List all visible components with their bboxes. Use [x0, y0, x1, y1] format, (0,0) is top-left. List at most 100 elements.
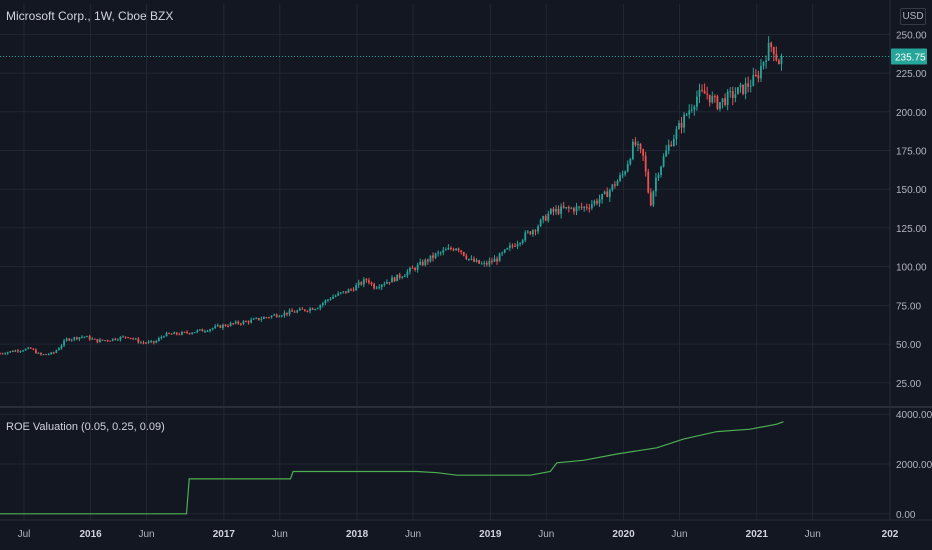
candle-up	[229, 323, 232, 327]
candle-up	[342, 291, 345, 293]
candle-up	[696, 96, 698, 107]
candle-down	[132, 338, 135, 340]
candle-up	[242, 321, 245, 324]
candle-up	[631, 141, 634, 160]
candle-up	[222, 324, 224, 328]
price-axis-label: 225.00	[896, 69, 927, 80]
candle-up	[252, 318, 255, 320]
candle-up	[375, 287, 378, 289]
candle-up	[329, 298, 332, 300]
candle-up	[6, 352, 9, 354]
candle-up	[385, 281, 388, 284]
candle-up	[547, 213, 550, 221]
chart-title: Microsoft Corp., 1W, Cboe BZX	[6, 9, 174, 23]
candle-up	[683, 114, 686, 128]
candle-up	[122, 336, 124, 338]
candle-up	[191, 332, 194, 334]
time-axis-label: 2016	[79, 529, 102, 540]
candle-down	[52, 352, 55, 354]
candle-down	[291, 310, 293, 312]
time-axis-label: 2020	[612, 529, 635, 540]
price-axis-label: 50.00	[896, 340, 921, 351]
candle-up	[437, 252, 440, 254]
candle-down	[124, 336, 127, 338]
candle-down	[634, 141, 637, 146]
candle-down	[742, 84, 744, 94]
candle-up	[155, 340, 158, 343]
candle-up	[22, 350, 24, 352]
candle-up	[319, 305, 322, 309]
candle-down	[647, 171, 650, 193]
candle-down	[178, 334, 181, 336]
candle-up	[119, 336, 122, 340]
candle-up	[590, 204, 593, 209]
time-axis-label: 2018	[346, 529, 369, 540]
candle-up	[280, 315, 283, 317]
candle-up	[619, 175, 621, 181]
currency-badge[interactable]: USD	[900, 8, 926, 25]
candle-up	[560, 206, 563, 214]
candle-up	[447, 247, 450, 250]
candle-up	[503, 249, 506, 253]
candle-down	[145, 342, 147, 344]
candle-up	[693, 106, 696, 110]
candle-up	[672, 139, 675, 147]
candle-down	[168, 332, 171, 334]
candle-down	[344, 291, 347, 293]
candle-up	[662, 156, 665, 167]
candle-up	[37, 352, 40, 354]
candle-up	[690, 109, 693, 111]
candle-down	[544, 216, 547, 221]
candle-down	[414, 268, 416, 270]
candle-down	[232, 323, 235, 325]
candle-up	[63, 340, 65, 346]
candle-down	[365, 279, 368, 281]
candle-down	[183, 331, 186, 333]
candle-down	[670, 144, 673, 147]
candle-down	[93, 338, 96, 340]
candle-up	[263, 317, 265, 319]
indicator-axis-label: 2000.00	[896, 460, 932, 471]
candle-up	[157, 338, 160, 341]
candle-down	[462, 251, 465, 256]
candle-down	[45, 354, 48, 356]
candle-up	[198, 329, 201, 331]
candle-up	[524, 232, 527, 241]
candle-up	[380, 284, 383, 288]
candle-up	[332, 296, 334, 299]
candle-down	[754, 74, 757, 76]
candle-up	[685, 114, 688, 116]
time-axis-label: Jun	[671, 529, 687, 540]
time-axis-label: Jun	[138, 529, 154, 540]
candle-down	[32, 348, 35, 350]
candle-up	[498, 253, 501, 262]
candle-up	[434, 253, 437, 258]
indicator-axis-label: 4000.00	[896, 410, 932, 421]
time-axis-label: Jul	[18, 529, 31, 540]
candle-down	[724, 98, 726, 105]
candle-down	[393, 277, 396, 282]
candle-down	[757, 75, 760, 79]
candle-up	[283, 312, 286, 316]
candle-up	[578, 206, 580, 208]
candle-up	[439, 252, 442, 254]
candle-down	[585, 206, 588, 208]
candle-up	[147, 341, 150, 343]
candle-up	[698, 89, 701, 97]
candle-up	[316, 308, 319, 310]
candle-up	[655, 177, 657, 192]
candle-up	[134, 338, 137, 340]
candle-up	[309, 308, 311, 312]
candle-up	[65, 338, 68, 341]
candle-down	[350, 289, 352, 291]
candle-up	[196, 330, 199, 333]
candle-up	[140, 342, 142, 344]
candle-down	[239, 323, 242, 325]
candle-up	[626, 164, 629, 172]
candle-up	[396, 274, 399, 282]
indicator-title[interactable]: ROE Valuation (0.05, 0.25, 0.09)	[6, 421, 165, 433]
candle-down	[34, 349, 37, 354]
time-axis-label: 2019	[479, 529, 502, 540]
candle-up	[575, 206, 578, 212]
